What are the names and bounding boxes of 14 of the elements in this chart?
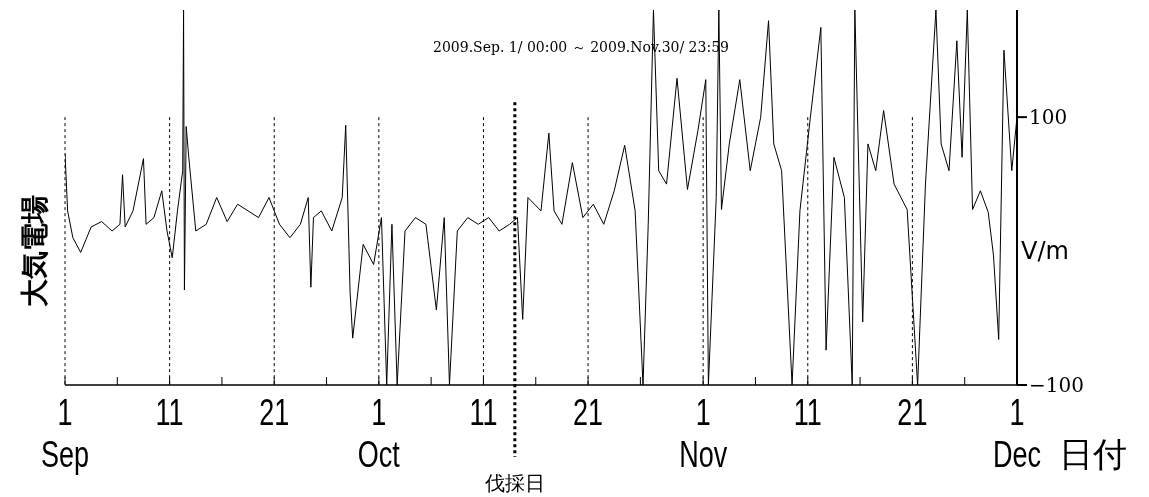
x-tick-label: 11 bbox=[793, 392, 822, 433]
x-tick-label: 1 Nov bbox=[679, 392, 728, 475]
x-tick-label: 21 bbox=[897, 392, 928, 433]
x-tick-label: 11 bbox=[155, 392, 184, 433]
x-tick-label: 1 Oct bbox=[357, 392, 400, 475]
y-tick-label: 100 bbox=[1029, 105, 1068, 130]
y-axis-title: 大気電場 bbox=[18, 195, 51, 308]
x-axis-title: 日付 bbox=[1059, 434, 1127, 474]
x-tick-label: 21 bbox=[573, 392, 604, 433]
ref-line-label: 伐採日 bbox=[484, 471, 545, 495]
x-tick-label: 21 bbox=[259, 392, 290, 433]
x-tick-label: 1 Sep bbox=[41, 392, 89, 475]
x-tick-label: 11 bbox=[469, 392, 498, 433]
text: V/m bbox=[1021, 237, 1069, 266]
